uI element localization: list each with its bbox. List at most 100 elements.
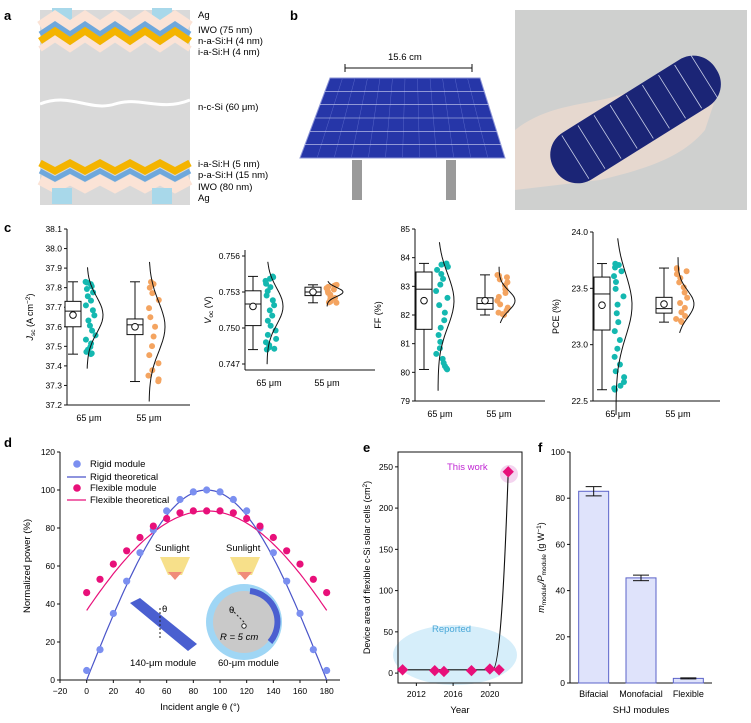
this-work-point: [502, 466, 514, 478]
roll-busbar: [609, 105, 638, 149]
data-point: [615, 319, 622, 326]
c-y-tick-label: 37.6: [45, 322, 62, 332]
d-x-tick-label: 60: [162, 686, 172, 696]
c-x-label-55: 55 μm: [314, 378, 339, 388]
c-y-label-sub: sc: [30, 329, 37, 336]
reported-point: [484, 663, 496, 675]
data-point: [89, 307, 96, 314]
rigid-module-point: [136, 549, 144, 557]
panel-label-d: d: [4, 435, 12, 450]
c-y-label-unit: (A cm: [25, 304, 35, 330]
c-y-tick-label: 37.7: [45, 302, 62, 312]
d-y-tick-label: 20: [46, 637, 56, 647]
c-y-tick-label: 37.2: [45, 400, 62, 410]
c-y-tick-label: 38.1: [45, 224, 62, 234]
data-point: [616, 361, 623, 368]
label-i-a-si-bottom: i-a-Si:H (5 nm): [198, 159, 260, 170]
data-point: [83, 286, 90, 293]
e-x-label: Year: [450, 705, 469, 716]
data-point: [673, 315, 680, 322]
c-x-label-65: 65 μm: [427, 409, 452, 419]
roll-busbar: [674, 64, 702, 109]
distribution-curve: [615, 238, 633, 416]
data-point: [155, 376, 162, 383]
flexible-module-point: [283, 547, 291, 555]
data-point: [614, 301, 621, 308]
d-y-tick-label: 120: [41, 447, 55, 457]
data-point: [614, 345, 621, 352]
data-point: [89, 327, 96, 334]
sunlight-arrow-1-head: [168, 572, 182, 580]
d-x-tick-label: 100: [213, 686, 227, 696]
panel-label-c: c: [4, 220, 11, 235]
panel-e-area-chart: 0 50 100 150 200 250 2012 2016 2020 Year Device ar…: [362, 451, 523, 716]
distribution-curve: [86, 267, 104, 369]
rigid-module-point: [323, 666, 331, 675]
c-y-tick-label: 0.753: [219, 287, 241, 297]
data-point: [269, 312, 276, 319]
c-y-tick-label: 82: [401, 310, 411, 320]
stand-leg-right: [446, 160, 456, 200]
f-y-label-sub1: module: [541, 584, 548, 606]
legend-flexible-module: Flexible module: [90, 483, 157, 494]
f-y-label-m: m: [536, 605, 546, 613]
p-a-si-layer-bottom: [38, 168, 192, 182]
legend-flexible-theoretical: Flexible theoretical: [90, 495, 169, 506]
c-y-tick-label: 84: [401, 253, 411, 263]
rigid-module-point: [229, 495, 237, 504]
data-point: [618, 268, 625, 275]
data-point: [441, 317, 448, 324]
theta-label-1: θ: [162, 604, 167, 615]
d-x-tick-label: 20: [109, 686, 119, 696]
rolled-module-image: [550, 55, 721, 184]
d-x-tick-label: 180: [320, 686, 334, 696]
flexible-module-point: [309, 575, 317, 583]
d-x-tick-label: 120: [240, 686, 254, 696]
label-i-a-si-top: i-a-Si:H (4 nm): [198, 47, 260, 58]
c-subplot-1: 37.2 37.3 37.4 37.5 37.6 37.7 37.8 37.9 38.0 38.1…: [25, 224, 190, 423]
rigid-module-point: [96, 646, 104, 654]
label-ag-bottom: Ag: [198, 193, 210, 204]
flexible-module-point: [176, 509, 184, 517]
iwo-under-top: [38, 35, 192, 53]
sunlight-label-1: Sunlight: [155, 543, 190, 554]
data-point: [444, 294, 451, 301]
flexible-module-point: [296, 560, 304, 568]
flexible-module-point: [109, 560, 117, 568]
roll-busbar: [642, 84, 670, 129]
c-y-label-sup: −2: [25, 296, 32, 304]
legend-rigid-marker: [73, 460, 81, 468]
rigid-module-point: [269, 549, 277, 557]
label-p-a-si: p-a-Si:H (15 nm): [198, 170, 268, 181]
data-point: [271, 302, 278, 309]
data-point: [433, 350, 440, 357]
f-x-label: SHJ modules: [613, 705, 670, 716]
data-point: [82, 336, 89, 343]
data-point: [152, 323, 159, 330]
data-point: [495, 309, 502, 316]
rigid-theoretical-curve: [86, 489, 328, 681]
legend-rigid-theoretical: Rigid theoretical: [90, 472, 158, 483]
data-point: [264, 331, 271, 338]
c-x-label-55: 55 μm: [136, 413, 161, 423]
panel-d-angle-chart: −20 0 20 40 60 80 100 120 140 160 1800204060801001…: [22, 447, 340, 713]
d-x-tick-label: 140: [266, 686, 280, 696]
data-point: [434, 266, 441, 273]
c-y-tick-label: 79: [401, 396, 411, 406]
f-y-tick-label: 80: [556, 493, 566, 503]
flexible-module-point: [323, 589, 331, 597]
rigid-module-point: [83, 666, 91, 675]
data-point: [87, 297, 94, 304]
panel-label-f: f: [538, 440, 543, 455]
data-point: [616, 337, 623, 344]
flexible-module-point: [216, 507, 224, 515]
data-point: [267, 322, 274, 329]
f-y-tick-label: 0: [560, 678, 565, 688]
c-y-tick-label: 37.4: [45, 361, 62, 371]
data-point: [85, 317, 92, 324]
box-mean: [660, 300, 668, 308]
f-y-label-sup: −1: [536, 525, 543, 533]
c-y-label-close: ): [25, 294, 35, 297]
e-plot-frame: [397, 451, 523, 684]
distribution-curve: [437, 242, 455, 391]
